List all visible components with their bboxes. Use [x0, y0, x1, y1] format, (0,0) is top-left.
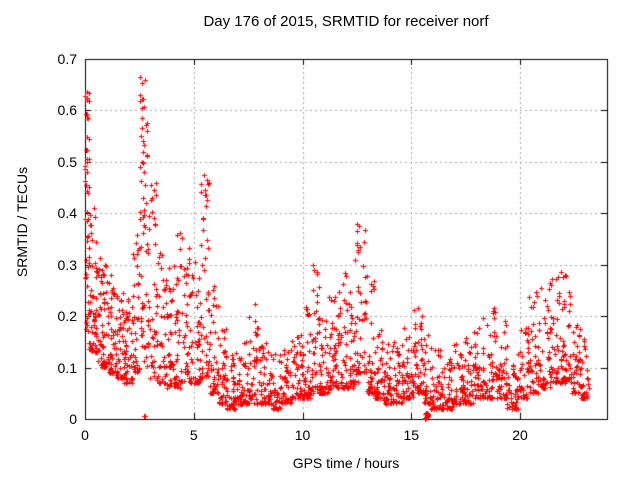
- x-tick-label: 20: [512, 427, 528, 443]
- x-axis-label: GPS time / hours: [292, 455, 400, 471]
- x-tick-label: 15: [403, 427, 420, 443]
- y-tick-label: 0.6: [57, 102, 77, 119]
- y-tick-label: 0.7: [57, 51, 77, 67]
- x-tick-label: 0: [81, 427, 89, 443]
- y-axis-label: SRMTID / TECUs: [14, 166, 30, 278]
- y-tick-label: 0.3: [57, 256, 77, 273]
- y-tick-label: 0: [69, 411, 77, 427]
- y-tick-label: 0.4: [57, 205, 77, 222]
- y-tick-label: 0.5: [57, 153, 77, 170]
- x-tick-label: 5: [189, 427, 198, 443]
- y-tick-label: 0.2: [57, 308, 77, 325]
- y-tick-label: 0.1: [57, 359, 77, 376]
- x-tick-label: 10: [294, 427, 311, 443]
- chart-title: Day 176 of 2015, SRMTID for receiver nor…: [203, 13, 489, 30]
